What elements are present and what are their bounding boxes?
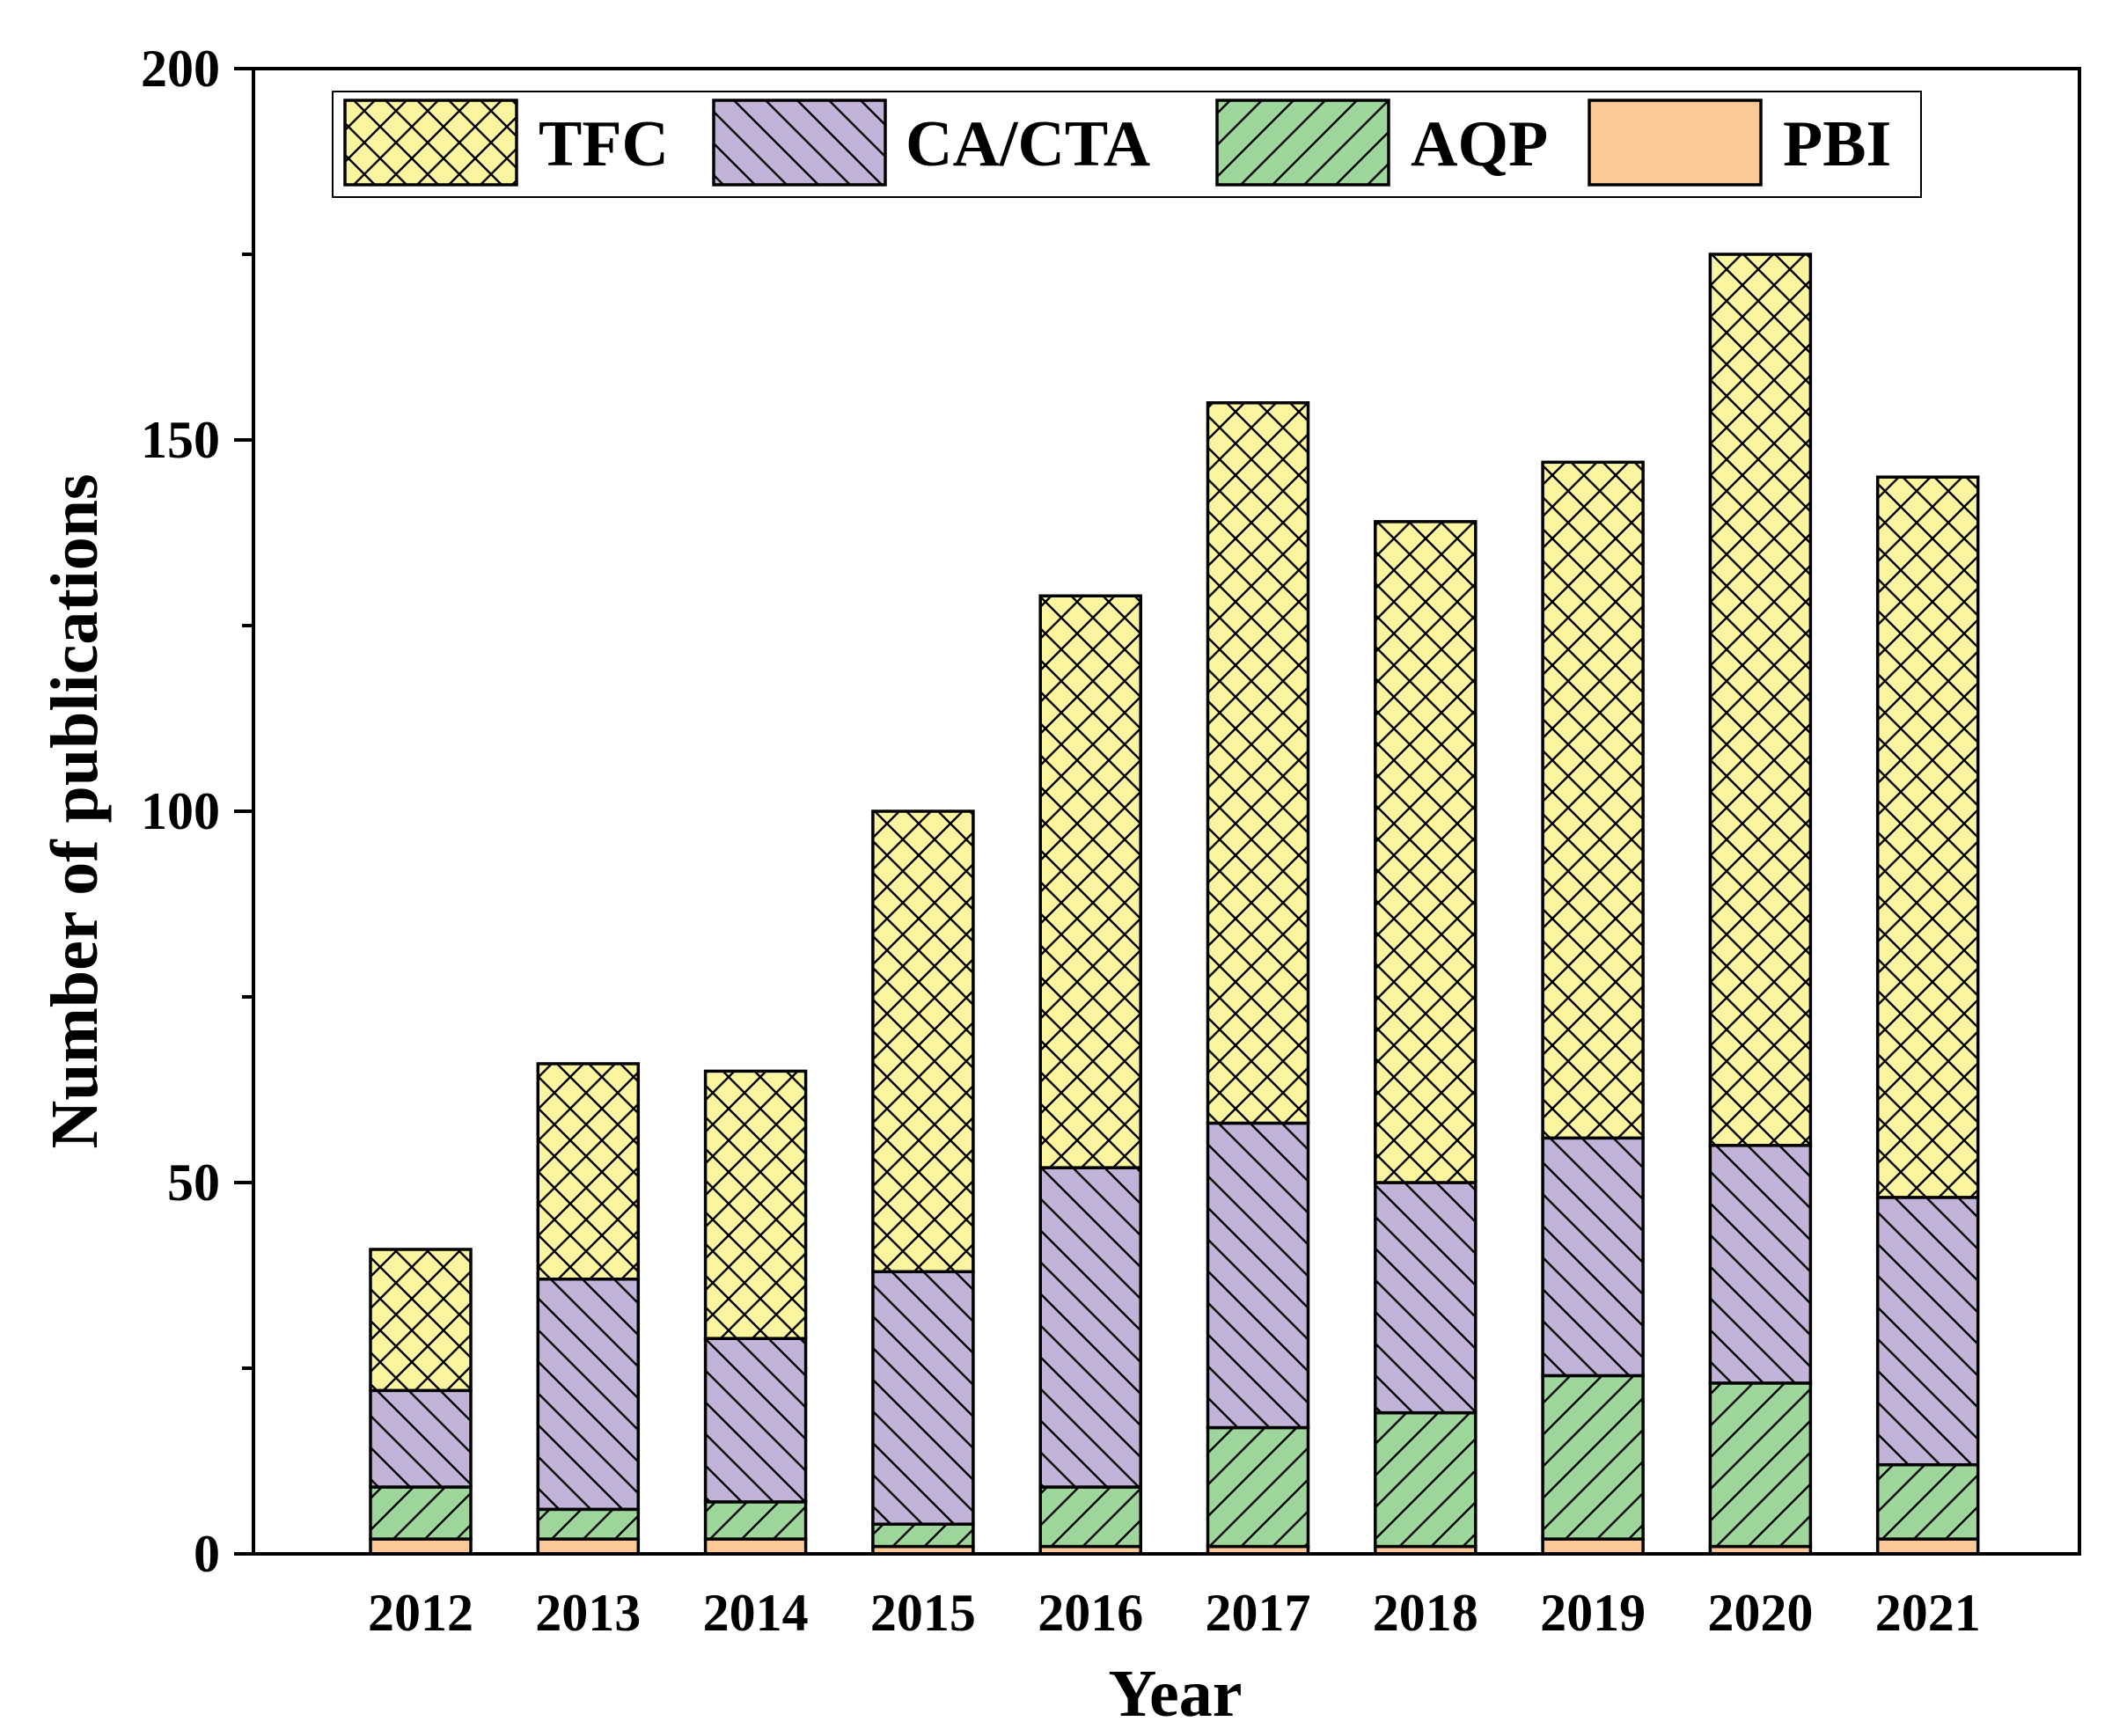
legend-label-tfc: TFC bbox=[539, 108, 669, 180]
bar-hatch-tfc-2019 bbox=[1543, 462, 1644, 1139]
bar-segment-pbi-2012 bbox=[370, 1539, 471, 1554]
bar-hatch-ca-cta-2015 bbox=[872, 1271, 973, 1525]
bar-hatch-ca-cta-2017 bbox=[1207, 1123, 1309, 1428]
bar-hatch-tfc-2015 bbox=[872, 811, 973, 1272]
legend-swatch-outline-pbi bbox=[1588, 99, 1763, 187]
bar-hatch-ca-cta-2013 bbox=[538, 1278, 639, 1510]
bar-hatch-aqp-2021 bbox=[1877, 1464, 1978, 1540]
bar-hatch-tfc-2021 bbox=[1877, 477, 1978, 1198]
x-tick-label: 2019 bbox=[1540, 1584, 1646, 1642]
x-tick-label: 2017 bbox=[1206, 1584, 1311, 1642]
y-tick-label: 200 bbox=[141, 40, 220, 98]
legend-swatch-hatch-aqp bbox=[1217, 100, 1389, 185]
y-tick-label: 150 bbox=[141, 411, 220, 469]
x-tick-label: 2013 bbox=[535, 1584, 641, 1642]
legend-label-pbi: PBI bbox=[1783, 108, 1891, 180]
y-axis-title: Number of publications bbox=[38, 473, 112, 1148]
x-tick-label: 2016 bbox=[1038, 1584, 1143, 1642]
legend-swatch-hatch-tfc bbox=[345, 100, 517, 185]
bar-hatch-tfc-2017 bbox=[1207, 402, 1309, 1124]
x-tick-label: 2018 bbox=[1373, 1584, 1478, 1642]
bar-hatch-aqp-2013 bbox=[538, 1509, 639, 1540]
legend-swatch-outline-tfc bbox=[343, 99, 518, 187]
y-tick-label: 0 bbox=[194, 1525, 220, 1583]
bar-outline-tfc-2012 bbox=[369, 1248, 473, 1393]
plot-area-frame bbox=[252, 67, 2081, 1556]
bar-hatch-ca-cta-2012 bbox=[370, 1390, 471, 1488]
bar-hatch-tfc-2018 bbox=[1375, 521, 1476, 1183]
bar-segment-pbi-2016 bbox=[1040, 1546, 1141, 1554]
bar-outline-tfc-2019 bbox=[1541, 460, 1645, 1140]
legend-label-ca-cta: CA/CTA bbox=[906, 108, 1150, 180]
bar-hatch-aqp-2017 bbox=[1207, 1427, 1309, 1547]
legend-swatch-hatch-ca-cta bbox=[714, 100, 885, 185]
bar-hatch-aqp-2016 bbox=[1040, 1487, 1141, 1547]
legend-swatch-pbi bbox=[1589, 100, 1761, 185]
bar-segment-pbi-2014 bbox=[705, 1539, 806, 1554]
bar-outline-tfc-2013 bbox=[536, 1062, 641, 1281]
bar-hatch-aqp-2012 bbox=[370, 1487, 471, 1540]
y-axis: 0 50 100 150 200 bbox=[141, 40, 253, 1583]
legend-swatch-outline-ca-cta bbox=[712, 99, 887, 187]
bar-outline-tfc-2016 bbox=[1038, 594, 1142, 1169]
y-tick-label: 100 bbox=[141, 782, 220, 840]
bar-stacks bbox=[369, 253, 1980, 1556]
x-tick-label: 2014 bbox=[703, 1584, 809, 1642]
bar-hatch-tfc-2012 bbox=[370, 1249, 471, 1391]
bar-hatch-aqp-2015 bbox=[872, 1524, 973, 1547]
bar-segment-pbi-2019 bbox=[1543, 1539, 1644, 1554]
bar-hatch-ca-cta-2016 bbox=[1040, 1168, 1141, 1488]
bar-hatch-ca-cta-2020 bbox=[1710, 1145, 1811, 1383]
bar-hatch-tfc-2014 bbox=[705, 1071, 806, 1339]
bar-outline-tfc-2017 bbox=[1206, 401, 1310, 1125]
bar-hatch-ca-cta-2014 bbox=[705, 1338, 806, 1502]
bar-hatch-ca-cta-2021 bbox=[1877, 1197, 1978, 1465]
bar-segment-pbi-2020 bbox=[1710, 1546, 1811, 1554]
bar-hatch-tfc-2016 bbox=[1040, 596, 1141, 1168]
legend: TFC CA/CTA AQP PBI bbox=[332, 91, 1922, 198]
legend-swatch-outline-aqp bbox=[1215, 99, 1390, 187]
x-tick-label: 2020 bbox=[1707, 1584, 1813, 1642]
bar-segment-pbi-2017 bbox=[1207, 1546, 1309, 1554]
bar-segment-pbi-2018 bbox=[1375, 1546, 1476, 1554]
bar-hatch-aqp-2020 bbox=[1710, 1382, 1811, 1547]
x-axis-title: Year bbox=[1109, 1657, 1243, 1731]
bar-segment-pbi-2013 bbox=[538, 1539, 639, 1554]
y-tick-label: 50 bbox=[167, 1154, 220, 1212]
bar-hatch-ca-cta-2018 bbox=[1375, 1183, 1476, 1413]
legend-label-aqp: AQP bbox=[1411, 108, 1548, 180]
bar-hatch-aqp-2014 bbox=[705, 1501, 806, 1540]
x-axis: 2012 2013 2014 2015 2016 2017 2018 2019 2020 2021 bbox=[368, 1584, 1981, 1642]
x-tick-label: 2015 bbox=[870, 1584, 976, 1642]
bar-outline-tfc-2015 bbox=[871, 809, 975, 1274]
bar-outline-tfc-2020 bbox=[1708, 253, 1813, 1147]
bar-outline-tfc-2018 bbox=[1374, 520, 1478, 1184]
bar-hatch-ca-cta-2019 bbox=[1543, 1138, 1644, 1376]
bar-outline-tfc-2014 bbox=[703, 1069, 808, 1340]
bar-outline-tfc-2021 bbox=[1875, 475, 1980, 1199]
bar-hatch-aqp-2018 bbox=[1375, 1412, 1476, 1547]
bar-hatch-tfc-2013 bbox=[538, 1063, 639, 1279]
bar-segment-pbi-2021 bbox=[1877, 1539, 1978, 1554]
bar-segment-pbi-2015 bbox=[872, 1546, 973, 1554]
x-tick-label: 2012 bbox=[368, 1584, 473, 1642]
bar-hatch-aqp-2019 bbox=[1543, 1375, 1644, 1540]
bar-hatch-tfc-2020 bbox=[1710, 254, 1811, 1146]
x-tick-label: 2021 bbox=[1875, 1584, 1981, 1642]
